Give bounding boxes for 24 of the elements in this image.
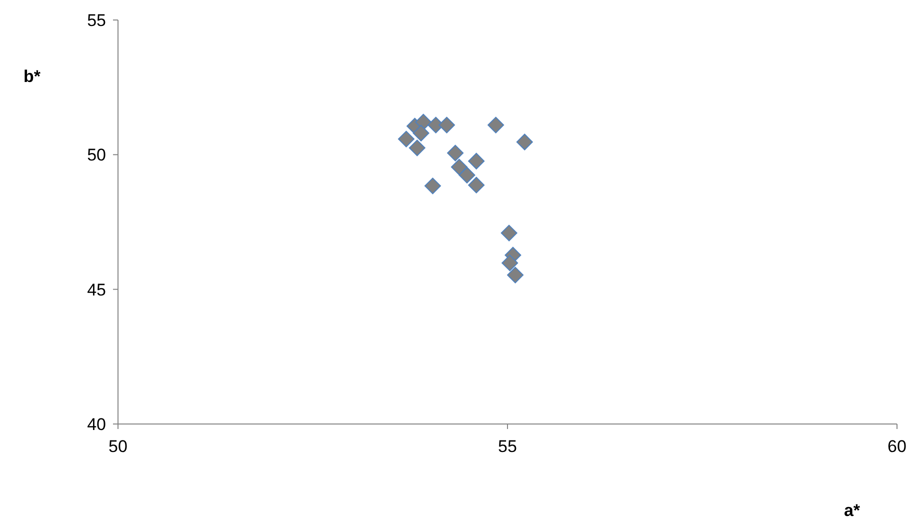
point [447,144,464,162]
x-tick-label: 50 [108,437,128,456]
point [502,254,518,272]
x-tick-label: 60 [888,437,906,456]
point [507,266,524,284]
point [458,166,476,184]
y-tick-label: 50 [87,146,106,165]
y-axis-title: b* [24,67,41,86]
x-tick-label: 55 [498,437,517,456]
point [500,224,518,242]
y-tick-label: 40 [87,415,106,434]
point [412,124,430,142]
y-tick-label: 45 [87,280,106,300]
point [424,178,441,194]
point [488,116,504,134]
point [408,140,426,156]
point [450,158,468,176]
point [438,116,455,134]
y-tick-label: 55 [87,11,106,30]
x-axis-title: a* [844,501,860,520]
point [468,152,485,170]
point [516,134,533,150]
point [468,176,485,194]
point [398,130,414,148]
